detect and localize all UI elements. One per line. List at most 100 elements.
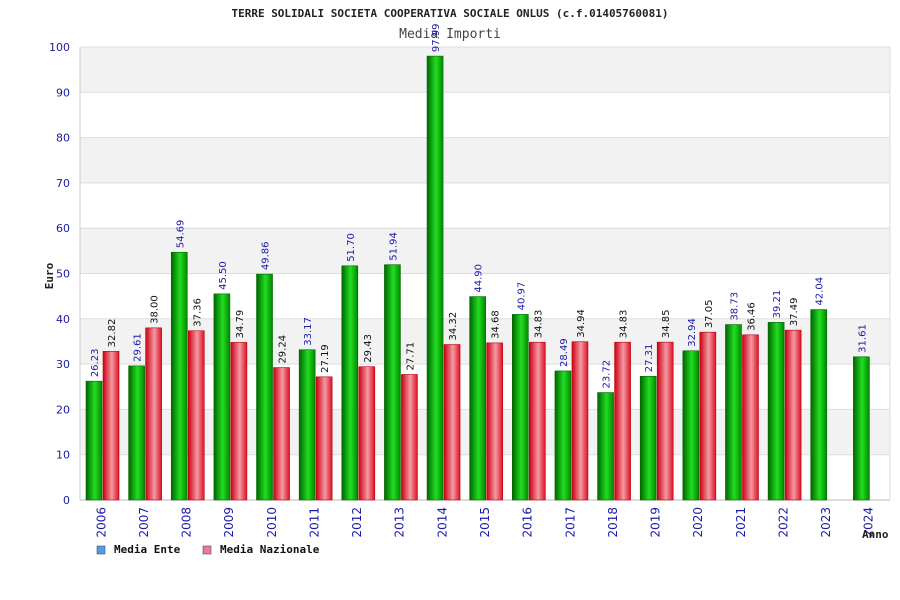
- data-label: 34.94: [576, 309, 587, 338]
- data-label: 27.19: [320, 344, 331, 373]
- bar-media-nazionale: [102, 351, 120, 501]
- x-tick-label: 2006: [94, 507, 108, 538]
- x-tick-label: 2024: [862, 507, 876, 538]
- x-tick-label: 2008: [180, 507, 194, 538]
- legend: Media Ente Media Nazionale: [96, 543, 320, 556]
- y-tick-label: 100: [49, 41, 70, 54]
- x-tick-label: 2017: [563, 507, 577, 538]
- x-tick-label: 2022: [776, 507, 790, 538]
- data-label: 38.00: [150, 295, 161, 324]
- legend-label-media-ente: Media Ente: [114, 543, 181, 556]
- data-label: 49.86: [261, 241, 272, 270]
- grid-band: [80, 137, 890, 183]
- data-label: 31.61: [857, 324, 868, 353]
- bar-media-ente: [341, 265, 359, 501]
- bar-media-ente: [384, 264, 401, 501]
- bar-media-nazionale: [529, 341, 546, 501]
- data-label: 44.90: [474, 264, 485, 293]
- bar-media-ente: [213, 293, 231, 501]
- x-tick-label: 2019: [649, 507, 663, 538]
- y-tick-label: 70: [56, 177, 70, 190]
- x-tick-label: 2023: [819, 507, 833, 538]
- bar-media-ente: [85, 380, 103, 501]
- x-tick-label: 2021: [734, 507, 748, 538]
- bar-media-nazionale: [784, 329, 802, 501]
- y-tick-label: 30: [56, 358, 70, 371]
- bar-media-nazionale: [614, 341, 631, 501]
- grid-band: [80, 47, 890, 93]
- bar-media-ente: [767, 322, 785, 501]
- bar-media-nazionale: [230, 342, 248, 501]
- grid-band: [80, 228, 890, 274]
- chart-title: TERRE SOLIDALI SOCIETA COOPERATIVA SOCIA…: [231, 7, 668, 20]
- y-tick-label: 80: [56, 132, 70, 145]
- bar-media-ente: [256, 273, 273, 501]
- y-tick-label: 40: [56, 313, 70, 326]
- bar-media-ente: [853, 356, 870, 501]
- x-tick-label: 2016: [521, 507, 535, 538]
- data-label: 29.43: [363, 334, 374, 363]
- data-label: 38.73: [729, 292, 740, 321]
- bar-media-ente: [682, 350, 700, 501]
- y-tick-label: 90: [56, 86, 70, 99]
- bar-media-ente: [639, 375, 657, 501]
- data-label: 29.61: [133, 333, 144, 362]
- data-label: 54.69: [175, 220, 186, 249]
- data-label: 33.17: [303, 317, 314, 346]
- data-label: 23.72: [602, 360, 613, 389]
- chart-subtitle: Media Importi: [399, 27, 501, 42]
- data-label: 28.49: [559, 338, 570, 367]
- x-tick-label: 2015: [478, 507, 492, 538]
- y-tick-label: 0: [63, 494, 70, 507]
- data-label: 26.23: [90, 349, 101, 378]
- data-label: 32.94: [687, 318, 698, 347]
- data-label: 34.79: [235, 310, 246, 339]
- bar-media-ente: [725, 324, 742, 501]
- data-label: 40.97: [516, 282, 527, 311]
- data-label: 97.99: [431, 23, 442, 52]
- bar-media-ente: [170, 251, 188, 501]
- x-tick-label: 2018: [606, 507, 620, 538]
- x-tick-label: 2010: [265, 507, 279, 538]
- x-axis-label: Anno: [862, 528, 889, 541]
- data-label: 32.82: [107, 319, 118, 348]
- data-label: 34.32: [448, 312, 459, 341]
- x-tick-label: 2020: [691, 507, 705, 538]
- y-tick-label: 50: [56, 268, 70, 281]
- y-tick-label: 60: [56, 222, 70, 235]
- bar-media-nazionale: [273, 367, 290, 501]
- data-label: 37.36: [192, 298, 203, 327]
- x-tick-label: 2013: [393, 507, 407, 538]
- data-label: 27.71: [405, 342, 416, 371]
- y-tick-label: 10: [56, 449, 70, 462]
- data-label: 51.70: [346, 233, 357, 262]
- data-label: 37.05: [704, 300, 715, 329]
- bar-media-nazionale: [315, 376, 333, 501]
- data-label: 27.31: [644, 344, 655, 373]
- x-tick-label: 2012: [350, 507, 364, 538]
- data-label: 45.50: [218, 261, 229, 290]
- legend-label-media-nazionale: Media Nazionale: [220, 543, 320, 556]
- data-label: 34.83: [533, 310, 544, 339]
- x-tick-label: 2007: [137, 507, 151, 538]
- bar-media-ente: [128, 365, 145, 501]
- bar-media-nazionale: [187, 330, 205, 501]
- legend-swatch-media-ente: [96, 545, 106, 555]
- bar-media-nazionale: [443, 344, 461, 501]
- bar-media-ente: [554, 370, 572, 501]
- y-tick-label: 20: [56, 403, 70, 416]
- data-label: 51.94: [388, 232, 399, 261]
- data-label: 34.85: [661, 309, 672, 338]
- data-label: 29.24: [278, 335, 289, 364]
- bar-media-ente: [810, 309, 828, 501]
- legend-swatch-media-nazionale: [202, 545, 212, 555]
- bar-media-ente: [469, 296, 486, 501]
- bar-media-nazionale: [656, 341, 674, 501]
- data-label: 36.46: [746, 302, 757, 331]
- bar-media-nazionale: [742, 334, 759, 501]
- x-tick-label: 2009: [222, 507, 236, 538]
- data-label: 39.21: [772, 290, 783, 319]
- bar-media-nazionale: [358, 366, 376, 501]
- x-tick-label: 2014: [435, 507, 449, 538]
